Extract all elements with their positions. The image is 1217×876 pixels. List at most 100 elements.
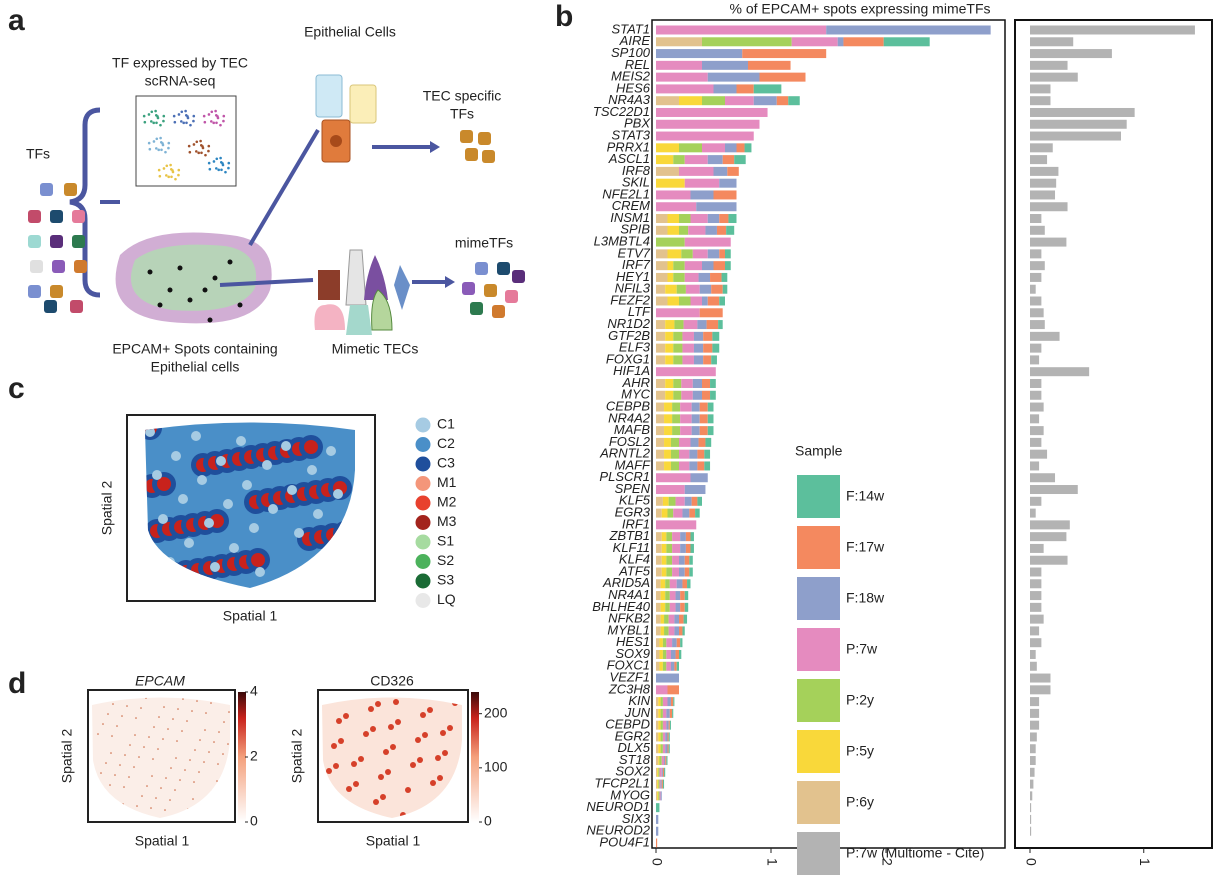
spot (198, 771, 200, 773)
blob (242, 480, 252, 490)
spot (210, 702, 212, 704)
dot (165, 164, 169, 168)
bar-segment (672, 708, 674, 718)
dot (215, 157, 219, 161)
bar-segment (702, 96, 725, 106)
dot (199, 143, 203, 147)
bar-segment (697, 320, 707, 330)
bar-segment (707, 155, 723, 165)
bar-segment (722, 155, 735, 165)
bar (1030, 614, 1044, 624)
colorbar-tick-label: 4 (250, 683, 258, 699)
tf-icon (470, 302, 483, 315)
spot (326, 768, 332, 774)
tf-icon (28, 235, 41, 248)
spot (205, 712, 207, 714)
label: mimeTFs (455, 235, 513, 251)
category-label: FOXG1 (606, 351, 650, 366)
dot (167, 175, 171, 179)
category-label: ETV7 (617, 245, 650, 260)
legend-swatch (415, 476, 431, 491)
bar-segment (662, 649, 667, 659)
dot (162, 114, 166, 118)
bar-segment (658, 767, 660, 777)
dot (210, 120, 213, 123)
bar-segment (662, 638, 667, 648)
spot (177, 708, 179, 710)
tf-icon (50, 235, 63, 248)
category-label: HIF1A (613, 363, 650, 378)
dot (147, 113, 151, 116)
bar-segment (664, 756, 666, 766)
dot (184, 113, 188, 117)
dot (159, 123, 162, 127)
bar-segment (656, 520, 697, 530)
dot (159, 136, 162, 140)
bar-segment (759, 72, 806, 82)
dot (152, 140, 156, 143)
bar-segment (665, 390, 674, 400)
spot (138, 756, 140, 758)
spot (363, 731, 369, 737)
bar-segment (692, 378, 702, 388)
bar-segment (656, 838, 658, 848)
category-label: KLF5 (619, 493, 651, 508)
bar-segment (702, 390, 711, 400)
spot (124, 754, 126, 756)
bar-segment (672, 532, 681, 542)
bar-segment (665, 320, 675, 330)
bar-segment (843, 37, 884, 47)
bar-segment (669, 708, 673, 718)
bar-segment (656, 296, 668, 306)
spot (202, 287, 208, 293)
panel-d-maps (87, 689, 479, 823)
tf-icon (50, 210, 63, 223)
category-label: ELF3 (619, 340, 651, 355)
bar (1030, 414, 1040, 424)
spot (405, 787, 411, 793)
bar-segment (659, 767, 662, 777)
bar-segment (681, 378, 693, 388)
bar (1030, 426, 1044, 436)
bar-segment (672, 543, 681, 553)
dot (143, 120, 147, 124)
bar-segment (672, 555, 679, 565)
bar-segment (679, 461, 690, 471)
bar-segment (660, 720, 663, 730)
bar-segment (681, 249, 693, 259)
dot (169, 167, 173, 171)
bar (1030, 661, 1037, 671)
bar-segment (683, 614, 688, 624)
spot (353, 781, 359, 787)
bar-segment (679, 555, 685, 565)
spot (437, 775, 443, 781)
category-label: NR4A1 (608, 587, 650, 602)
spot (216, 780, 218, 782)
bar-segment (660, 579, 666, 589)
label: TEC specific (423, 88, 502, 104)
bar-segment (679, 166, 714, 176)
category-label: ATF5 (618, 563, 651, 578)
bar-segment (670, 649, 676, 659)
bar (1030, 638, 1042, 648)
category-label: NEUROD2 (586, 823, 650, 838)
dot (188, 150, 192, 154)
dot (219, 160, 223, 164)
category-label: MEIS2 (611, 69, 651, 84)
bar-segment (656, 555, 662, 565)
spot (121, 715, 123, 717)
bar (1030, 532, 1067, 542)
bar-segment (656, 190, 691, 200)
bar-segment (674, 614, 679, 624)
bar-segment (680, 532, 686, 542)
bar-segment (707, 214, 720, 224)
dot (157, 148, 161, 152)
bar-segment (662, 779, 665, 789)
bar-segment (657, 767, 659, 777)
panel-a-art (28, 74, 525, 335)
bar (1030, 96, 1051, 106)
blob (251, 553, 265, 567)
dot (167, 146, 170, 150)
bar-segment (656, 178, 685, 188)
dot (154, 113, 158, 117)
